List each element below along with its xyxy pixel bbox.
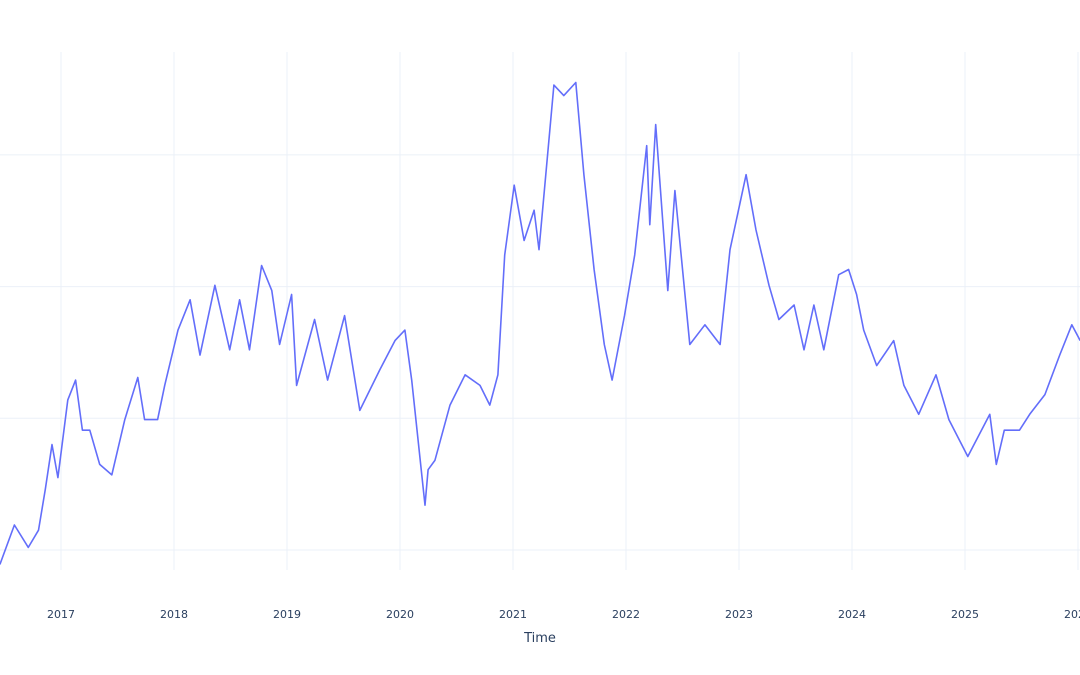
x-tick-label: 2023 [725,608,753,621]
x-axis-title: Time [523,631,556,646]
x-tick-label: 2017 [47,608,75,621]
x-tick-label: 2022 [612,608,640,621]
x-tick-label: 2026 [1064,608,1080,621]
x-tick-label: 2021 [499,608,527,621]
x-tick-label: 2024 [838,608,866,621]
x-tick-label: 2019 [273,608,301,621]
x-tick-label: 2020 [386,608,414,621]
x-axis-ticks: 2017 2018 2019 2020 2021 2022 2023 2024 2025 2026 [47,608,1080,621]
x-tick-label: 2018 [160,608,188,621]
gridlines [0,52,1080,570]
series-line [0,81,1080,565]
x-tick-label: 2025 [951,608,979,621]
